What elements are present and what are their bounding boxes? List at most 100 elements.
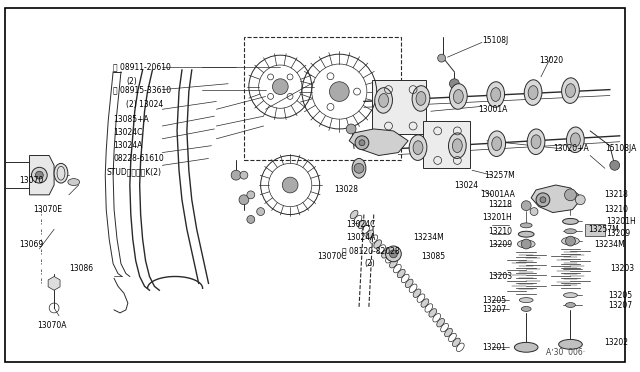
Text: 13209: 13209: [488, 240, 512, 248]
Circle shape: [566, 236, 575, 246]
Polygon shape: [48, 276, 60, 290]
Ellipse shape: [397, 269, 405, 278]
Ellipse shape: [520, 223, 532, 228]
Circle shape: [359, 140, 365, 146]
Circle shape: [530, 208, 538, 215]
Text: 13070: 13070: [20, 176, 44, 185]
Ellipse shape: [449, 133, 466, 158]
Ellipse shape: [566, 302, 575, 308]
Text: 13203: 13203: [610, 264, 634, 273]
Text: 13069: 13069: [20, 240, 44, 248]
Ellipse shape: [524, 80, 542, 105]
Ellipse shape: [531, 135, 541, 149]
Circle shape: [247, 215, 255, 223]
Circle shape: [257, 208, 264, 215]
Text: 13024A: 13024A: [346, 232, 376, 242]
Text: 13207: 13207: [482, 305, 506, 314]
Circle shape: [239, 195, 249, 205]
Ellipse shape: [413, 289, 421, 298]
Text: 13070A: 13070A: [37, 321, 67, 330]
Ellipse shape: [517, 240, 535, 248]
Ellipse shape: [445, 328, 452, 337]
Text: 13203: 13203: [488, 272, 512, 281]
Circle shape: [231, 170, 241, 180]
Polygon shape: [349, 129, 408, 155]
Circle shape: [247, 191, 255, 199]
Ellipse shape: [409, 135, 427, 160]
Ellipse shape: [412, 86, 430, 111]
Circle shape: [385, 246, 401, 262]
Text: Ⓑ 08120-82028: Ⓑ 08120-82028: [342, 246, 400, 256]
Text: 13001A: 13001A: [478, 105, 508, 114]
Circle shape: [610, 160, 620, 170]
Circle shape: [522, 239, 531, 249]
Bar: [372, 80, 426, 134]
Circle shape: [540, 197, 546, 203]
Polygon shape: [531, 185, 582, 212]
Ellipse shape: [519, 298, 533, 302]
Ellipse shape: [562, 237, 579, 245]
Ellipse shape: [421, 299, 429, 307]
Ellipse shape: [358, 220, 366, 228]
Bar: [244, 38, 401, 160]
Text: 13201H: 13201H: [482, 213, 512, 222]
Ellipse shape: [527, 129, 545, 154]
Ellipse shape: [492, 137, 502, 151]
Text: 13207: 13207: [608, 301, 632, 310]
Text: 13085: 13085: [421, 252, 445, 261]
Circle shape: [354, 163, 364, 173]
Ellipse shape: [452, 338, 460, 347]
Circle shape: [31, 167, 47, 183]
Text: 13205: 13205: [482, 296, 506, 305]
Bar: [585, 224, 605, 236]
Text: 08228-61610: 08228-61610: [113, 154, 164, 163]
Ellipse shape: [515, 342, 538, 352]
Text: Ⓝ 08911-20610: Ⓝ 08911-20610: [113, 62, 171, 71]
Ellipse shape: [68, 179, 79, 186]
Ellipse shape: [374, 240, 381, 248]
Ellipse shape: [570, 133, 580, 147]
Text: 13218: 13218: [604, 190, 628, 199]
Ellipse shape: [54, 163, 68, 183]
Ellipse shape: [487, 82, 504, 107]
Text: 15108JA: 15108JA: [605, 144, 636, 153]
Ellipse shape: [528, 86, 538, 99]
Ellipse shape: [564, 293, 577, 298]
Circle shape: [536, 193, 550, 207]
Circle shape: [273, 79, 288, 94]
Ellipse shape: [375, 88, 392, 113]
Text: 13201: 13201: [482, 343, 506, 352]
Circle shape: [346, 124, 356, 134]
Polygon shape: [29, 155, 54, 195]
Text: 13086: 13086: [69, 264, 93, 273]
Ellipse shape: [366, 230, 374, 238]
Circle shape: [35, 171, 44, 179]
Text: 13085+A: 13085+A: [113, 115, 149, 124]
Ellipse shape: [449, 84, 467, 109]
Text: 13024C: 13024C: [346, 220, 376, 229]
Text: Ⓥ 08915-33610: Ⓥ 08915-33610: [113, 85, 172, 94]
Text: 13024C: 13024C: [113, 128, 143, 137]
Ellipse shape: [416, 92, 426, 105]
Circle shape: [390, 250, 397, 258]
Ellipse shape: [561, 78, 579, 103]
Text: 13209: 13209: [606, 229, 630, 238]
Text: 13020: 13020: [539, 55, 563, 65]
Text: (2): (2): [126, 77, 137, 86]
Text: 13218: 13218: [488, 200, 512, 209]
Text: 13020+A: 13020+A: [553, 144, 589, 153]
Text: 13070E: 13070E: [33, 205, 63, 214]
Text: 13024A: 13024A: [113, 141, 143, 150]
Text: 13210: 13210: [604, 205, 628, 214]
Circle shape: [282, 177, 298, 193]
Text: (2) 13024: (2) 13024: [126, 100, 163, 109]
Ellipse shape: [350, 210, 358, 219]
Text: Aʼ30  006·: Aʼ30 006·: [546, 348, 585, 357]
Ellipse shape: [452, 139, 462, 153]
Text: 13001AA: 13001AA: [480, 190, 515, 199]
Text: STUDスタッドK(2): STUDスタッドK(2): [106, 168, 161, 177]
Ellipse shape: [566, 84, 575, 97]
Circle shape: [564, 189, 577, 201]
Ellipse shape: [405, 279, 413, 288]
Text: 13202: 13202: [604, 338, 628, 347]
